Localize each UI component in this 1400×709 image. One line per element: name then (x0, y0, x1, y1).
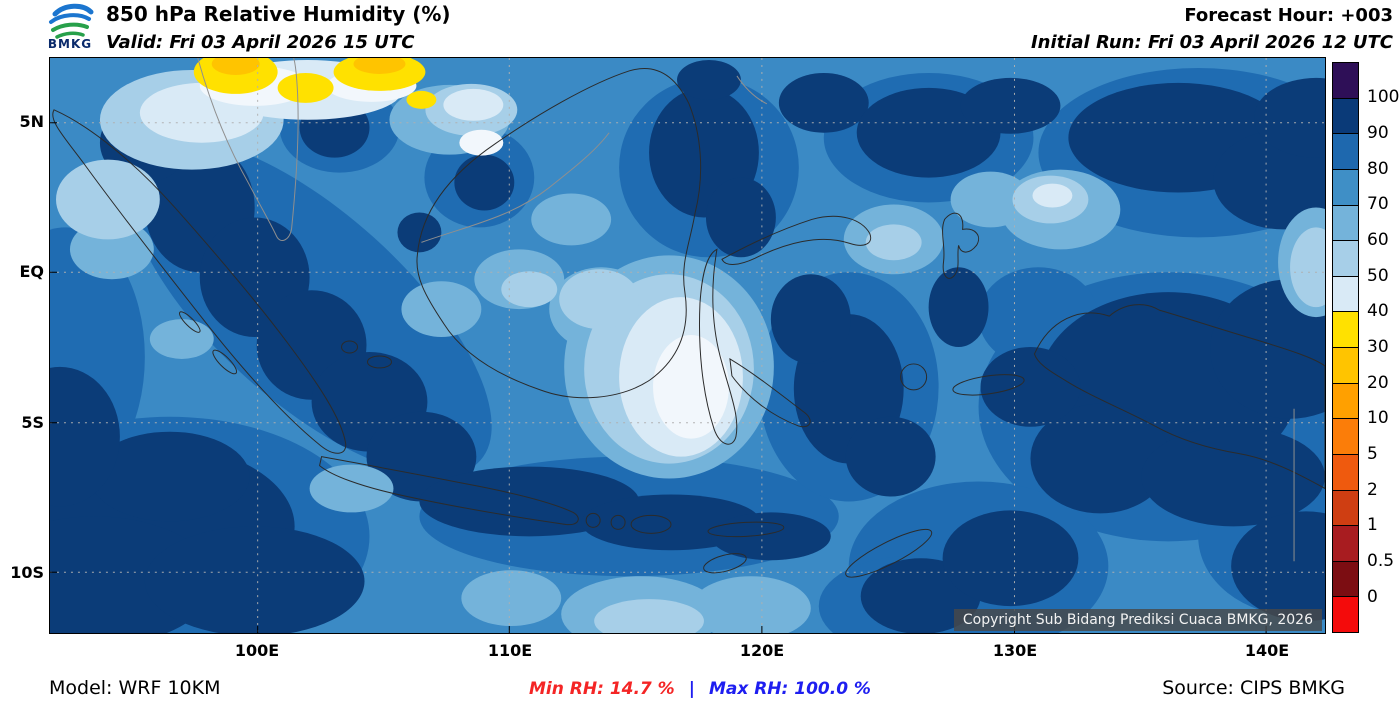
lon-label-140e: 140E (1244, 641, 1290, 660)
lon-label-110e: 110E (487, 641, 533, 660)
colorbar-segment (1333, 347, 1358, 383)
colorbar-segment (1333, 63, 1358, 98)
min-rh: Min RH: 14.7 % (529, 679, 675, 699)
colorbar-segment (1333, 560, 1358, 597)
copyright-badge: Copyright Sub Bidang Prediksi Cuaca BMKG… (953, 609, 1322, 631)
colorbar-segment (1333, 418, 1358, 454)
colorbar-tick-label: 2 (1367, 479, 1378, 500)
colorbar-segment (1333, 168, 1358, 205)
coastlines (52, 68, 1325, 578)
colorbar-tick-label: 100 (1367, 87, 1400, 108)
lat-label-5n: 5N (19, 112, 44, 131)
source-label: Source: CIPS BMKG (1162, 677, 1345, 699)
colorbar-segment (1333, 453, 1358, 490)
colorbar-segment (1333, 489, 1358, 526)
colorbar-tick-label: 40 (1367, 301, 1389, 322)
colorbar-segment (1333, 311, 1358, 347)
colorbar-segment (1333, 275, 1358, 312)
humidity-map: Copyright Sub Bidang Prediksi Cuaca BMKG… (49, 57, 1326, 634)
colorbar (1332, 62, 1359, 633)
colorbar-tick-label: 10 (1367, 408, 1389, 429)
colorbar-segment (1333, 596, 1358, 632)
map-svg (50, 58, 1325, 633)
colorbar-segment (1333, 240, 1358, 276)
valid-time: Valid: Fri 03 April 2026 15 UTC (106, 32, 415, 53)
lat-label-10s: 10S (10, 563, 44, 582)
humidity-field (50, 58, 1325, 633)
colorbar-tick-label: 0.5 (1367, 551, 1395, 572)
run-block: Forecast Hour: +003 Initial Run: Fri 03 … (1031, 5, 1393, 53)
max-rh: Max RH: 100.0 % (708, 679, 871, 699)
rh-stats: Min RH: 14.7 % | Max RH: 100.0 % (0, 679, 1400, 699)
colorbar-tick-label: 50 (1367, 265, 1389, 286)
forecast-hour: Forecast Hour: +003 (1184, 5, 1393, 26)
header-brand: BMKG 850 hPa Relative Humidity (%) Valid… (44, 2, 451, 53)
model-label: Model: WRF 10KM (49, 677, 221, 699)
lon-label-100e: 100E (234, 641, 280, 660)
foreign-borders (197, 58, 1295, 562)
bmkg-logo-text: BMKG (47, 37, 93, 51)
colorbar-tick-label: 0 (1367, 586, 1378, 607)
gridlines (50, 58, 1325, 633)
colorbar-tick-label: 20 (1367, 372, 1389, 393)
lon-label-130e: 130E (992, 641, 1038, 660)
lat-label-5s: 5S (21, 413, 44, 432)
colorbar-segment (1333, 525, 1358, 561)
colorbar-segment (1333, 382, 1358, 419)
page-title: 850 hPa Relative Humidity (%) (106, 2, 451, 26)
axis-ticks (50, 122, 1267, 633)
rh-separator: | (688, 679, 695, 699)
initial-run: Initial Run: Fri 03 April 2026 12 UTC (1030, 32, 1393, 53)
colorbar-tick-label: 70 (1367, 194, 1389, 215)
colorbar-tick-label: 5 (1367, 444, 1378, 465)
colorbar-tick-label: 90 (1367, 122, 1389, 143)
title-block: 850 hPa Relative Humidity (%) Valid: Fri… (106, 2, 451, 53)
colorbar-segment (1333, 204, 1358, 241)
colorbar-segment (1333, 133, 1358, 169)
colorbar-tick-label: 1 (1367, 515, 1378, 536)
colorbar-segment (1333, 97, 1358, 134)
colorbar-tick-label: 30 (1367, 337, 1389, 357)
lat-label-eq: EQ (19, 262, 44, 281)
bmkg-logo: BMKG (44, 2, 96, 53)
colorbar-tick-label: 60 (1367, 229, 1389, 250)
lon-label-120e: 120E (739, 641, 785, 660)
bmkg-logo-icon (49, 3, 94, 39)
colorbar-tick-label: 80 (1367, 158, 1389, 179)
